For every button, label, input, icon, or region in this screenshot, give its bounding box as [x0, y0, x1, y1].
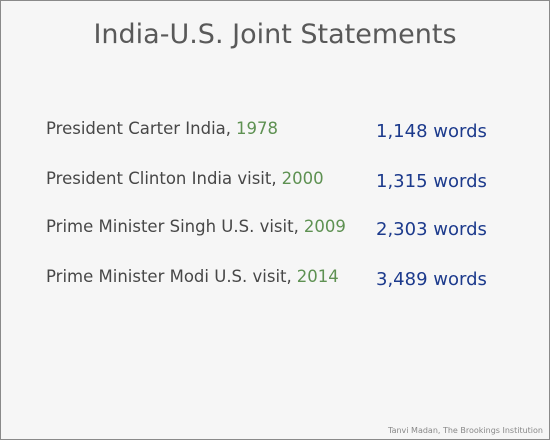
statement-name: Prime Minister Singh U.S. visit, — [46, 217, 299, 236]
statement-label: President Clinton India visit, 2000 — [46, 169, 324, 188]
statement-year: 2000 — [281, 169, 324, 188]
statement-label: Prime Minister Modi U.S. visit, 2014 — [46, 267, 339, 286]
title: India-U.S. Joint Statements — [93, 19, 457, 50]
statement-row: President Carter India, 1978 1,148 words — [46, 119, 516, 149]
statement-year: 2014 — [296, 267, 339, 286]
statement-label: President Carter India, 1978 — [46, 119, 278, 138]
statement-year: 2009 — [303, 217, 346, 236]
statement-name: President Clinton India visit, — [46, 169, 277, 188]
word-count: 2,303 words — [376, 219, 487, 240]
statement-year: 1978 — [236, 119, 279, 138]
word-count: 3,489 words — [376, 269, 487, 290]
statement-row: President Clinton India visit, 2000 1,315 … — [46, 169, 516, 199]
statement-row: Prime Minister Singh U.S. visit, 2009 2,30… — [46, 217, 516, 247]
source: Tanvi Madan, The Brookings Institution — [388, 426, 543, 435]
statement-label: Prime Minister Singh U.S. visit, 2009 — [46, 217, 346, 236]
word-count: 1,315 words — [376, 171, 487, 192]
word-count: 1,148 words — [376, 121, 487, 142]
statement-row: Prime Minister Modi U.S. visit, 2014 3,489… — [46, 267, 516, 297]
statement-name: Prime Minister Modi U.S. visit, — [46, 267, 292, 286]
statement-name: President Carter India, — [46, 119, 232, 138]
